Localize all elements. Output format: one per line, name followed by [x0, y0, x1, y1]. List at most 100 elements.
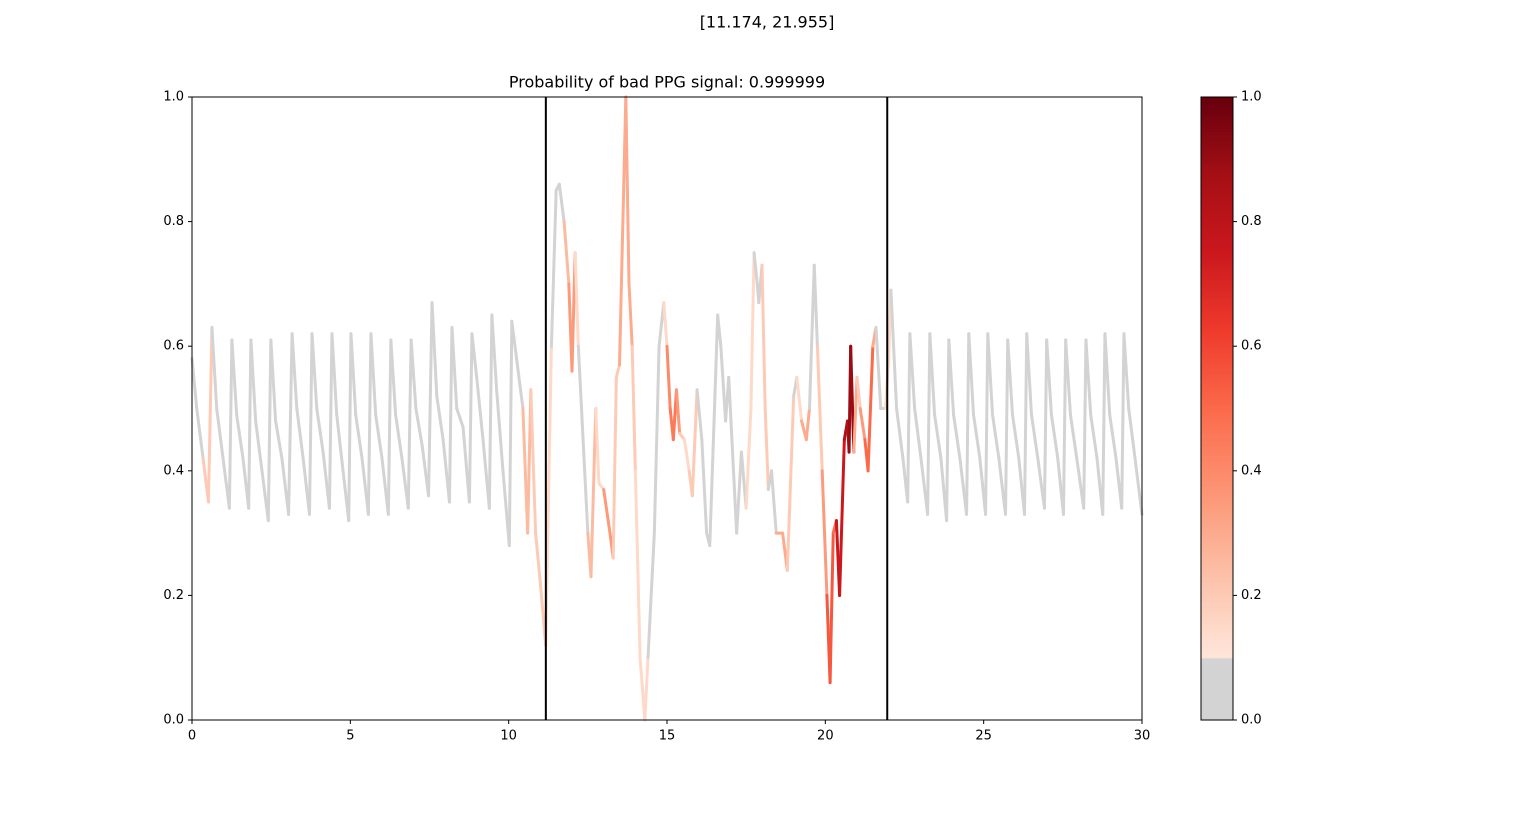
- colorbar-swatch: [1201, 442, 1233, 447]
- colorbar-swatch: [1201, 473, 1233, 478]
- colorbar-swatch: [1201, 405, 1233, 410]
- colorbar-swatch: [1201, 168, 1233, 173]
- signal-segment: [230, 338, 239, 417]
- signal-segment: [760, 263, 767, 410]
- colorbar-swatch: [1201, 598, 1233, 603]
- signal-segment: [335, 413, 345, 473]
- signal-segment: [1042, 338, 1049, 510]
- signal-segment: [1082, 338, 1088, 510]
- colorbar-swatch: [1201, 695, 1233, 699]
- signal-segment: [249, 338, 258, 423]
- signal-segment: [719, 344, 728, 423]
- signal-segment: [808, 263, 816, 410]
- colorbar-swatch: [1201, 455, 1233, 459]
- colorbar-swatch: [1201, 660, 1233, 665]
- colorbar-swatch: [1201, 573, 1233, 578]
- colorbar-swatch: [1201, 713, 1233, 718]
- colorbar-swatch: [1201, 118, 1233, 123]
- colorbar-swatch: [1201, 526, 1233, 531]
- colorbar-swatch: [1201, 424, 1233, 428]
- colorbar-swatch: [1201, 280, 1233, 285]
- signal-segment: [752, 251, 759, 286]
- colorbar-swatch: [1201, 346, 1233, 350]
- colorbar-swatch: [1201, 567, 1233, 572]
- colorbar-swatch: [1201, 174, 1233, 179]
- colorbar-swatch: [1201, 240, 1233, 245]
- colorbar-swatch: [1201, 190, 1233, 195]
- colorbar-swatch: [1201, 570, 1233, 575]
- colorbar-swatch: [1201, 458, 1233, 463]
- signal-segment: [215, 407, 225, 460]
- colorbar-swatch: [1201, 576, 1233, 581]
- signal-segment: [812, 263, 819, 348]
- signal-segment: [534, 531, 542, 585]
- signal-segment: [866, 344, 875, 473]
- signal-segment: [254, 419, 264, 473]
- colorbar-swatch: [1201, 361, 1233, 366]
- signal-segment: [581, 438, 590, 535]
- colorbar-swatch: [1201, 561, 1233, 565]
- colorbar-swatch: [1201, 648, 1233, 653]
- signal-segment: [347, 332, 353, 523]
- colorbar-swatch: [1201, 685, 1233, 690]
- colorbar-swatch: [1201, 355, 1233, 360]
- signal-segment: [327, 332, 334, 510]
- colorbar-swatch: [1201, 392, 1233, 397]
- colorbar-swatch: [1201, 501, 1233, 506]
- colorbar-swatch: [1201, 97, 1233, 101]
- colorbar-swatch: [1201, 100, 1233, 104]
- signal-segment: [557, 182, 566, 224]
- signal-segment: [889, 288, 899, 410]
- colorbar-swatch: [1201, 246, 1233, 251]
- colorbar-tick-label: 0.0: [1241, 713, 1262, 728]
- colorbar-swatch: [1201, 177, 1233, 182]
- colorbar-swatch: [1201, 339, 1233, 344]
- colorbar-swatch: [1201, 106, 1233, 111]
- colorbar-swatch: [1201, 383, 1233, 388]
- signal-segment: [1122, 332, 1131, 410]
- signal-segment: [467, 332, 474, 504]
- colorbar-swatch: [1201, 305, 1233, 310]
- signal-segment: [195, 407, 205, 460]
- colorbar-swatch: [1201, 134, 1233, 139]
- signal-segment: [430, 301, 439, 398]
- signal-segment: [450, 326, 459, 410]
- signal-segment: [287, 332, 294, 516]
- signal-segment: [633, 469, 642, 660]
- signal-segment: [307, 332, 314, 516]
- signal-segment: [315, 407, 325, 454]
- colorbar-swatch: [1201, 701, 1233, 706]
- signal-segment: [624, 95, 629, 192]
- colorbar-swatch: [1201, 707, 1233, 712]
- colorbar-frame: [1200, 96, 1234, 721]
- colorbar-swatch: [1201, 716, 1233, 721]
- signal-segment: [855, 375, 862, 410]
- signal-segment: [908, 332, 917, 410]
- signal-segment: [991, 413, 1001, 460]
- chart-title: Probability of bad PPG signal: 0.999999: [509, 73, 825, 92]
- colorbar-swatch: [1201, 586, 1233, 590]
- colorbar-swatch: [1201, 433, 1233, 438]
- colorbar-swatch: [1201, 237, 1233, 241]
- colorbar-swatch: [1201, 324, 1233, 329]
- signal-segment: [349, 332, 358, 417]
- signal-segment: [906, 332, 912, 504]
- colorbar-swatch: [1201, 551, 1233, 556]
- signal-segment: [1108, 413, 1118, 460]
- colorbar-swatch: [1201, 221, 1233, 226]
- colorbar-swatch: [1201, 277, 1233, 282]
- signal-segment: [727, 375, 734, 442]
- signal-segment: [785, 394, 796, 572]
- colorbar-swatch: [1201, 642, 1233, 646]
- colorbar-swatch: [1201, 296, 1233, 301]
- signal-segment: [972, 413, 982, 460]
- signal-segment: [330, 332, 339, 417]
- signal-segment: [455, 407, 465, 429]
- colorbar-swatch: [1201, 536, 1233, 540]
- colorbar-swatch: [1201, 452, 1233, 456]
- signal-segment: [274, 419, 284, 460]
- signal-segment: [389, 338, 398, 417]
- colorbar-swatch: [1201, 358, 1233, 363]
- colorbar-swatch: [1201, 112, 1233, 117]
- colorbar-swatch: [1201, 529, 1233, 534]
